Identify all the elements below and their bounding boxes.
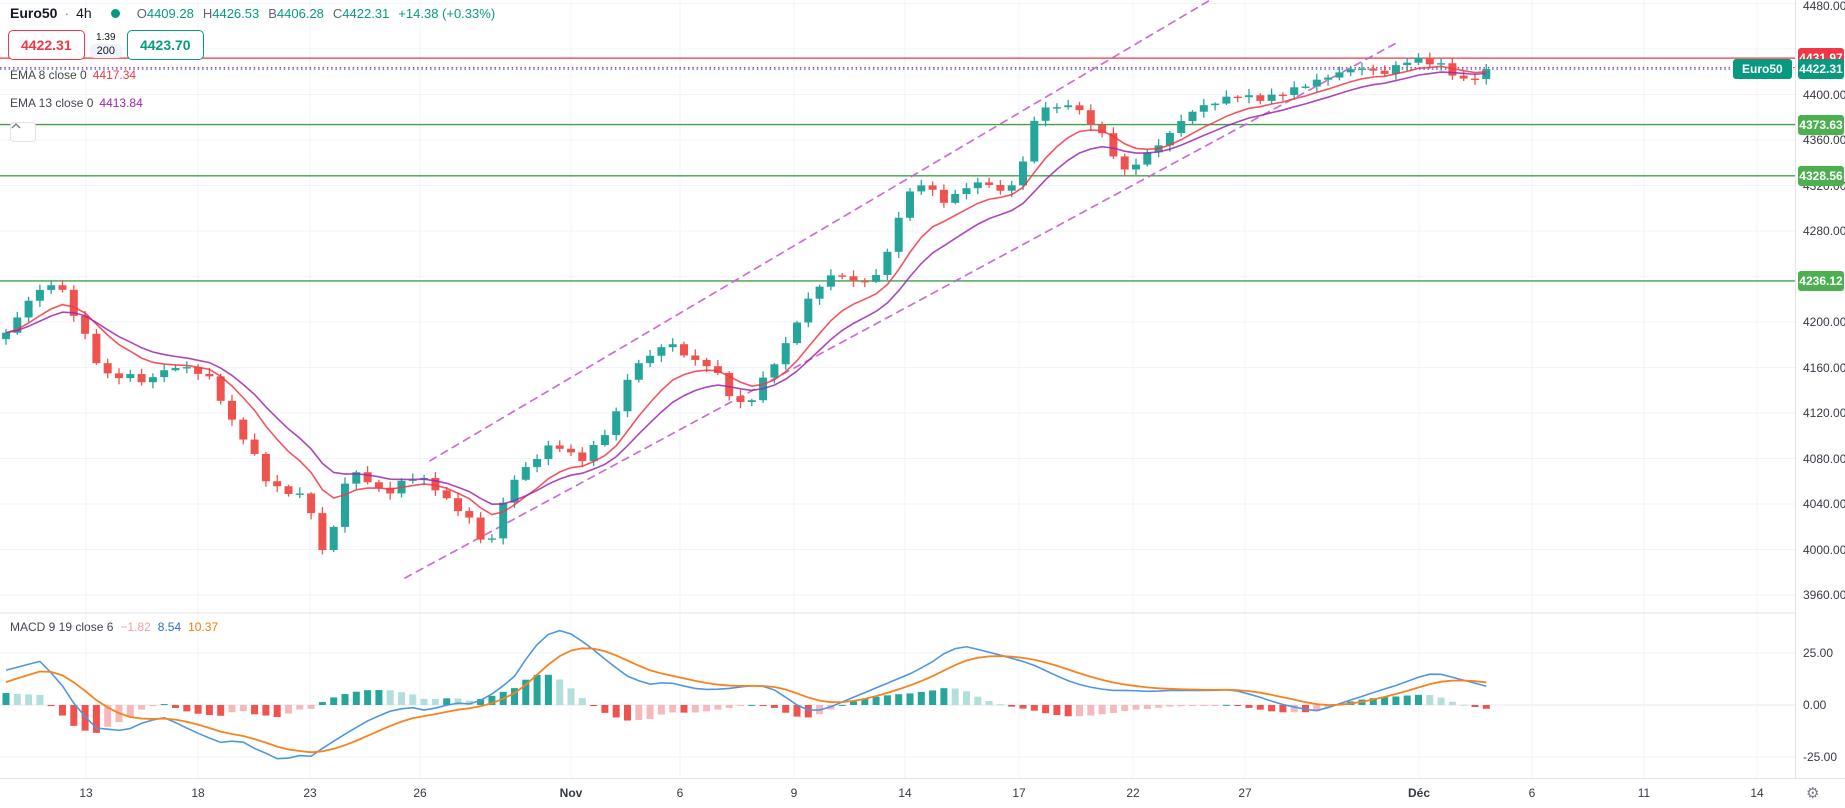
price-tick-label: 4480.00 <box>1803 0 1845 13</box>
macd-line-value: 8.54 <box>157 620 182 634</box>
price-tick-label: 4000.00 <box>1803 542 1845 557</box>
gridlines <box>0 0 1795 778</box>
ema13-value: 4413.84 <box>99 96 143 110</box>
macd-line[interactable] <box>5 629 1487 760</box>
time-tick-label: 14 <box>898 786 912 800</box>
ohlc-item: B4406.28 <box>268 5 324 21</box>
macd-legend[interactable]: MACD 9 19 close 6 −1.82 8.54 10.37 <box>10 620 218 634</box>
candlestick-series <box>2 52 1491 555</box>
time-tick-label: 13 <box>79 786 93 800</box>
ema13-line[interactable] <box>5 71 1487 505</box>
ema8-line[interactable] <box>5 65 1487 516</box>
interval-label[interactable]: 4h <box>76 5 92 21</box>
price-badge-green: 4236.12 <box>1798 270 1844 291</box>
time-tick-label: 6 <box>1528 786 1536 800</box>
buy-button[interactable]: 4423.70 <box>126 30 204 60</box>
macd-histogram <box>2 674 1490 733</box>
gear-icon[interactable]: ⚙ <box>1806 785 1820 802</box>
ema8-value: 4417.34 <box>92 68 137 82</box>
time-tick-label: 22 <box>1126 786 1140 800</box>
ohlc-item: H4426.53 <box>202 5 260 21</box>
time-axis[interactable]: ⚙ 13 18 23 26 Nov 6 9 14 17 22 27 Déc 6 11 14 <box>0 778 1845 808</box>
macd-tick-label: -25.00 <box>1803 750 1838 764</box>
price-level-lines[interactable] <box>0 57 1795 282</box>
price-tick-label: 4080.00 <box>1803 451 1845 466</box>
collapse-indicators-button[interactable] <box>10 122 36 142</box>
symbol-separator: · <box>64 5 70 21</box>
market-status-icon <box>110 8 120 18</box>
time-tick-label: 9 <box>790 786 798 800</box>
price-badge-green: 4328.56 <box>1798 165 1844 186</box>
time-tick-label: 18 <box>191 786 205 800</box>
symbol-legend: Euro50 · 4h O4409.28 H4426.53 B4406.28 C442… <box>10 5 495 21</box>
price-tick-label: 4160.00 <box>1803 360 1845 375</box>
price-tick-label: 4120.00 <box>1803 406 1845 421</box>
price-tick-label: 3960.00 <box>1803 588 1845 603</box>
time-tick-label: 27 <box>1238 786 1252 800</box>
macd-label: MACD 9 19 close 6 <box>10 620 114 634</box>
time-tick-label: 6 <box>676 786 684 800</box>
time-tick-label: 17 <box>1012 786 1026 800</box>
time-tick-label: 11 <box>1637 786 1651 800</box>
ema13-legend[interactable]: EMA 13 close 0 4413.84 <box>10 96 143 110</box>
trade-panel: 4422.31 1.39 200 4423.70 <box>8 30 204 60</box>
lot-size-badge[interactable]: 200 <box>89 44 122 58</box>
price-badge-teal: 4422.31 <box>1798 59 1844 80</box>
price-tick-label: 4040.00 <box>1803 497 1845 512</box>
change-value: +14.38 (+0.33%) <box>398 5 496 21</box>
chevron-up-icon <box>11 123 21 129</box>
trend-channel-lines[interactable] <box>404 0 1401 579</box>
ema13-label: EMA 13 close 0 <box>10 96 94 110</box>
price-tick-label: 4360.00 <box>1803 133 1845 148</box>
macd-tick-label: 0.00 <box>1803 698 1827 712</box>
ohlc-item: O4409.28 <box>136 5 194 21</box>
price-badge-green: 4373.63 <box>1798 114 1844 135</box>
price-tick-label: 4280.00 <box>1803 224 1845 239</box>
macd-hist-value: −1.82 <box>120 620 151 634</box>
time-tick-label: Déc <box>1407 786 1431 800</box>
macd-signal-value: 10.37 <box>188 620 219 634</box>
time-tick-label: 23 <box>303 786 317 800</box>
ema8-legend[interactable]: EMA 8 close 0 4417.34 <box>10 68 136 82</box>
time-tick-label: 26 <box>413 786 427 800</box>
ohlc-values: O4409.28 H4426.53 B4406.28 C4422.31 <box>137 6 390 21</box>
spread-value: 1.39 <box>96 32 116 43</box>
time-tick-label: 14 <box>1750 786 1764 800</box>
ohlc-item: C4422.31 <box>332 5 390 21</box>
time-tick-label: Nov <box>559 786 583 800</box>
price-axis[interactable]: 4480.004400.004360.004320.004280.004200.… <box>1795 0 1845 778</box>
sell-button[interactable]: 4422.31 <box>8 30 85 60</box>
price-tick-label: 4200.00 <box>1803 315 1845 330</box>
macd-tick-label: 25.00 <box>1803 646 1834 660</box>
last-price-symbol-tag: Euro50 <box>1733 59 1792 80</box>
symbol-name[interactable]: Euro50 <box>10 5 58 21</box>
ema8-label: EMA 8 close 0 <box>10 68 87 82</box>
price-tick-label: 4400.00 <box>1803 87 1845 102</box>
macd-signal-line[interactable] <box>5 647 1487 754</box>
